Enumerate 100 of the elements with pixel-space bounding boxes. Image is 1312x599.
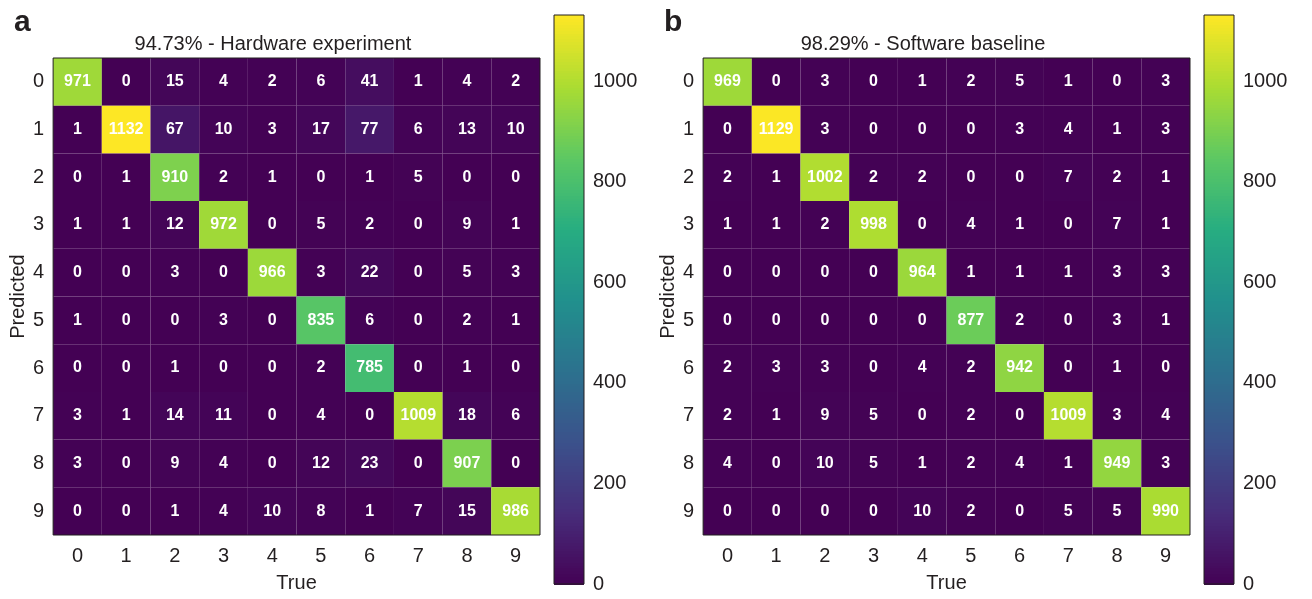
data-label: 1 — [365, 501, 375, 519]
data-label: 3 — [1015, 119, 1025, 137]
y-tick-label: 5 — [683, 307, 695, 330]
data-label: 3 — [1161, 263, 1171, 281]
data-label: 9 — [170, 453, 180, 471]
data-label: 23 — [360, 453, 379, 471]
color-bar-label: 200 — [593, 470, 627, 493]
data-label: 4 — [1161, 406, 1171, 424]
data-label: 2 — [869, 167, 879, 185]
data-label: 0 — [413, 263, 423, 281]
x-tick-label: 3 — [217, 543, 230, 566]
data-label: 1 — [917, 72, 927, 90]
data-label: 1 — [1063, 72, 1073, 90]
x-tick-label: 6 — [364, 543, 376, 566]
data-label: 0 — [462, 167, 472, 185]
x-tick-label: 8 — [461, 543, 473, 566]
data-label: 0 — [316, 167, 326, 185]
data-label: 969 — [714, 72, 741, 90]
data-label: 0 — [267, 453, 277, 471]
data-label: 785 — [356, 358, 384, 376]
data-label: 0 — [820, 310, 830, 328]
color-bar-label: 200 — [1243, 470, 1277, 493]
data-label: 0 — [73, 263, 83, 281]
data-label: 4 — [219, 453, 229, 471]
data-label: 1 — [771, 406, 781, 424]
data-label: 5 — [1015, 72, 1025, 90]
data-label: 2 — [966, 406, 976, 424]
data-label: 1009 — [400, 406, 437, 424]
data-label: 4 — [316, 406, 326, 424]
x-tick-label: 9 — [1160, 543, 1172, 566]
data-label: 4 — [462, 72, 472, 90]
data-label: 15 — [458, 501, 476, 519]
data-label: 0 — [1112, 72, 1122, 90]
data-label: 0 — [869, 263, 879, 281]
color-bar-label: 0 — [593, 571, 605, 594]
data-label: 0 — [267, 406, 277, 424]
data-label: 1 — [1112, 119, 1122, 137]
data-label: 1 — [1063, 263, 1073, 281]
data-label: 2 — [723, 406, 733, 424]
data-label: 2 — [1112, 167, 1122, 185]
data-label: 3 — [820, 358, 830, 376]
data-label: 2 — [219, 167, 229, 185]
data-label: 2 — [723, 358, 733, 376]
data-label: 0 — [413, 453, 423, 471]
data-label: 910 — [161, 167, 189, 185]
x-tick-label: 5 — [315, 543, 327, 566]
data-label: 5 — [869, 406, 879, 424]
data-label: 11 — [215, 406, 233, 424]
data-label: 0 — [723, 263, 733, 281]
data-label: 9 — [820, 406, 830, 424]
data-label: 0 — [267, 358, 277, 376]
data-label: 1 — [771, 167, 781, 185]
data-label: 3 — [219, 310, 229, 328]
data-label: 877 — [957, 310, 985, 328]
data-label: 0 — [1063, 358, 1073, 376]
data-label: 5 — [316, 215, 326, 233]
data-label: 1 — [723, 215, 733, 233]
y-tick-label: 6 — [33, 355, 45, 378]
data-label: 964 — [908, 263, 936, 281]
data-label: 3 — [1112, 406, 1122, 424]
y-tick-label: 8 — [33, 450, 45, 473]
data-label: 0 — [820, 501, 830, 519]
y-tick-label: 8 — [683, 450, 695, 473]
data-label: 0 — [121, 72, 131, 90]
color-bar-label: 1000 — [593, 68, 638, 91]
x-tick-label: 0 — [721, 543, 734, 566]
data-label: 0 — [73, 358, 83, 376]
data-label: 0 — [413, 215, 423, 233]
data-label: 3 — [73, 406, 83, 424]
data-label: 0 — [121, 358, 131, 376]
data-label: 13 — [458, 119, 476, 137]
x-tick-label: 1 — [770, 543, 782, 566]
data-label: 1 — [73, 310, 83, 328]
data-label: 1 — [121, 167, 131, 185]
x-tick-label: 3 — [867, 543, 880, 566]
y-tick-label: 1 — [683, 117, 695, 140]
color-bar-label: 0 — [1243, 571, 1255, 594]
data-label: 3 — [771, 358, 781, 376]
data-label: 0 — [771, 453, 781, 471]
data-label: 6 — [316, 72, 326, 90]
data-label: 1 — [73, 215, 83, 233]
data-label: 17 — [312, 119, 330, 137]
color-bar-label: 800 — [1243, 169, 1277, 192]
data-label: 4 — [917, 358, 927, 376]
data-label: 3 — [511, 263, 521, 281]
data-label: 0 — [820, 263, 830, 281]
data-label: 3 — [73, 453, 83, 471]
data-label: 0 — [917, 119, 927, 137]
data-label: 0 — [365, 406, 375, 424]
data-label: 0 — [170, 310, 180, 328]
data-label: 0 — [966, 167, 976, 185]
data-label: 2 — [316, 358, 326, 376]
data-label: 990 — [1152, 501, 1180, 519]
data-label: 0 — [121, 453, 131, 471]
x-tick-label: 7 — [412, 543, 424, 566]
data-label: 0 — [511, 358, 521, 376]
data-label: 0 — [1015, 167, 1025, 185]
y-tick-label: 9 — [33, 498, 45, 521]
data-label: 1 — [267, 167, 277, 185]
chart-title: 98.29% - Software baseline — [800, 31, 1046, 54]
